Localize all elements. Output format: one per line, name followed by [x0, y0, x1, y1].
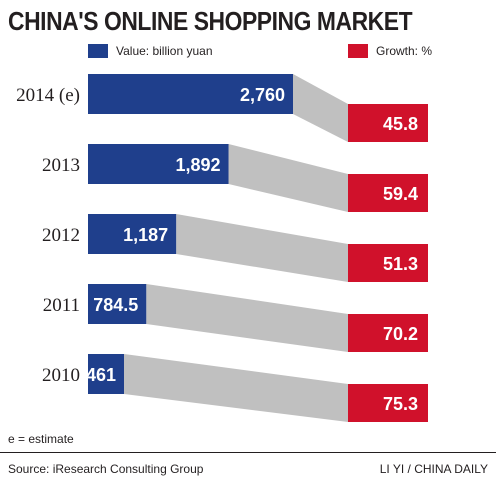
credit-line: LI YI / CHINA DAILY: [379, 462, 488, 476]
category-label: 2012: [42, 225, 80, 246]
value-bar: [88, 74, 293, 114]
value-label: 1,892: [175, 155, 220, 175]
growth-bar: [348, 244, 428, 282]
connector-band: [124, 354, 348, 422]
growth-bar: [348, 384, 428, 422]
value-label: 461: [86, 365, 116, 385]
value-bar: [88, 144, 229, 184]
category-label: 2014 (e): [16, 85, 80, 106]
legend-value: Value: billion yuan: [88, 44, 213, 58]
chart-title: CHINA'S ONLINE SHOPPING MARKET: [8, 6, 413, 36]
growth-label: 70.2: [383, 324, 418, 344]
growth-bar: [348, 314, 428, 352]
growth-label: 51.3: [383, 254, 418, 274]
connector-band: [146, 284, 348, 352]
connector-band: [293, 74, 348, 142]
connector-band: [176, 214, 348, 282]
value-bar: [88, 354, 124, 394]
growth-label: 59.4: [383, 184, 418, 204]
category-label: 2013: [42, 155, 80, 176]
category-label: 2010: [42, 365, 80, 386]
value-label: 1,187: [123, 225, 168, 245]
legend-value-swatch: [88, 44, 108, 58]
legend-value-label: Value: billion yuan: [116, 44, 213, 58]
legend-growth-swatch: [348, 44, 368, 58]
value-bar: [88, 284, 147, 324]
legend-growth-label: Growth: %: [376, 44, 433, 58]
value-label: 784.5: [93, 295, 138, 315]
chart-area: 2,760 45.8 2014 (e) 1,892 59.4 2013 1,187 51.3 2…: [16, 74, 428, 422]
divider: [0, 452, 496, 453]
growth-bar: [348, 104, 428, 142]
growth-label: 45.8: [383, 114, 418, 134]
value-label: 2,760: [240, 85, 285, 105]
growth-label: 75.3: [383, 394, 418, 414]
growth-bar: [348, 174, 428, 212]
legend-growth: Growth: %: [348, 44, 432, 58]
value-bar: [88, 214, 177, 254]
source-note: Source: iResearch Consulting Group: [8, 462, 204, 476]
connector-band: [228, 144, 348, 212]
footnote: e = estimate: [8, 432, 74, 446]
category-label: 2011: [43, 295, 80, 316]
